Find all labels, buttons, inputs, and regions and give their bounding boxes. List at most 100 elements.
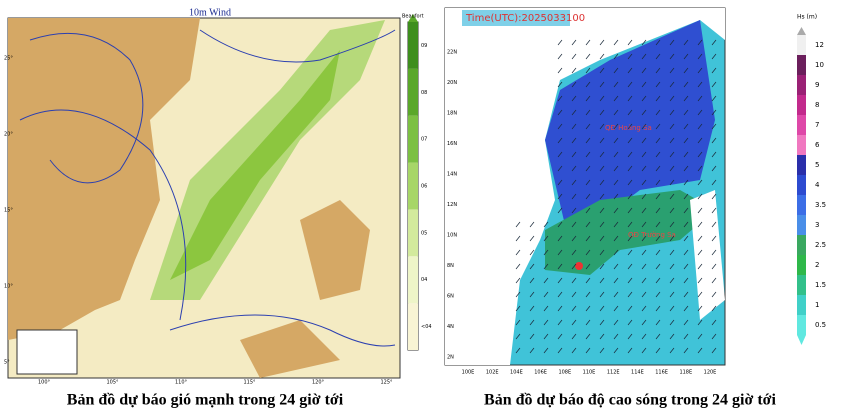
wave-arrow [711,319,717,326]
wave-arrow [613,221,619,228]
wave-arrow [697,39,703,46]
wave-arrow [613,277,619,284]
wave-arrow [641,305,647,312]
wave-arrow [711,277,717,284]
wave-arrow [697,123,703,130]
colorbar-segment [797,75,806,95]
wave-arrow [599,109,605,116]
wave-arrow [613,305,619,312]
lat-label: 8N [447,263,454,269]
colorbar-segment [408,68,418,116]
wave-arrow [627,151,633,158]
wave-arrow [641,319,647,326]
lon-label: 102E [486,370,499,376]
wave-arrow [669,179,675,186]
wave-arrow [669,333,675,340]
wave-arrow [571,193,577,200]
wave-arrow [669,151,675,158]
wave-arrow [669,53,675,60]
legend-label: 05 [421,230,427,236]
legend-label: 1 [815,301,819,309]
colorbar-segment [797,255,806,275]
wave-arrow [627,291,633,298]
wave-arrow [711,235,717,242]
wave-arrow [627,235,633,242]
wave-arrow [613,95,619,102]
wave-arrow [655,39,661,46]
wave-arrow [599,333,605,340]
wave-arrow [669,221,675,228]
wave-arrow [683,291,689,298]
wave-arrow [529,277,535,284]
wave-arrow [613,137,619,144]
wave-arrow [711,221,717,228]
wave-arrow [641,151,647,158]
wave-arrow [683,67,689,74]
caption: Bản đồ dự báo độ cao sóng trong 24 giờ t… [484,392,777,409]
legend-label: <04 [421,324,432,330]
wave-arrow [641,95,647,102]
wave-arrow [669,277,675,284]
wave-arrow [613,235,619,242]
wave-arrow [711,179,717,186]
wave-arrow [571,249,577,256]
wave-zone [545,20,715,225]
wave-arrow [683,151,689,158]
wave-arrow [557,179,563,186]
wave-arrow [543,235,549,242]
wave-arrow [613,347,619,354]
wave-arrow [627,53,633,60]
wave-arrow [585,221,591,228]
wave-arrow [585,263,591,270]
wave-arrow [613,53,619,60]
wave-arrow [599,165,605,172]
wave-arrow [711,81,717,88]
wave-arrow [655,291,661,298]
wave-arrow [585,347,591,354]
wave-arrow [655,277,661,284]
wave-arrow [669,123,675,130]
colorbar-segment [797,135,806,155]
lon-label: 114E [631,370,644,376]
wave-arrow [711,95,717,102]
wave-arrow [669,207,675,214]
wave-arrow [697,347,703,354]
isobar [19,109,187,321]
wave-arrow [697,179,703,186]
wave-arrow [697,207,703,214]
wave-arrow [711,151,717,158]
isobar [169,314,396,347]
lat-label: 5° [4,360,10,366]
legend-label: 3.5 [815,201,826,209]
wave-arrow [697,291,703,298]
wave-arrow [711,165,717,172]
wave-arrow [683,179,689,186]
wave-arrow [655,333,661,340]
wave-arrow [697,193,703,200]
wave-arrow [599,95,605,102]
wave-arrow [683,95,689,102]
colorbar-arrow [797,27,806,35]
legend-label: 6 [815,141,820,149]
wave-arrow [613,179,619,186]
wave-arrow [627,165,633,172]
isobar [29,32,144,184]
wind-title: 10m Wind [189,7,231,18]
wave-arrow [585,305,591,312]
legend-label: 5 [815,161,819,169]
wave-arrow [641,263,647,270]
wave-arrow [529,291,535,298]
wave-arrow [627,207,633,214]
wave-arrow [669,347,675,354]
wave-arrow [683,123,689,130]
wave-arrow [683,235,689,242]
colorbar-segment [797,295,806,315]
lon-label: 115° [243,380,256,386]
colorbar-segment [797,275,806,295]
wave-arrow [697,109,703,116]
wave-arrow [571,137,577,144]
lat-label: 4N [447,324,454,330]
wave-arrow [641,67,647,74]
wave-arrow [697,249,703,256]
wave-arrow [585,109,591,116]
